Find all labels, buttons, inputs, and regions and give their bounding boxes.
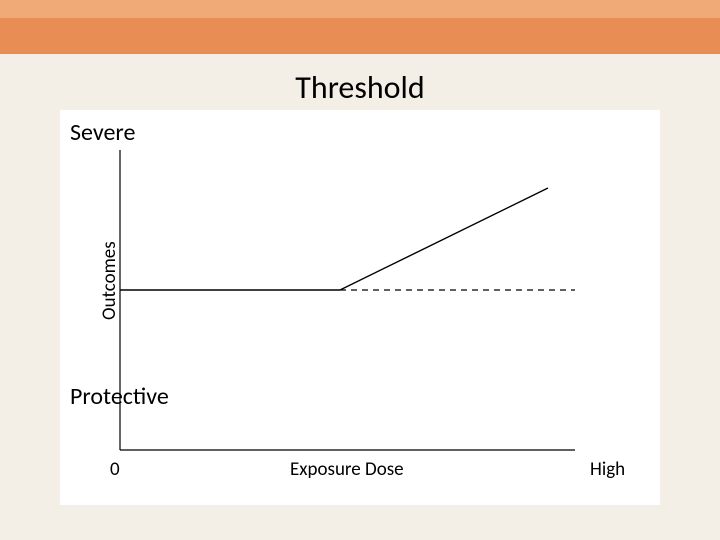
x-axis-label: Exposure Dose <box>290 458 404 481</box>
x-label-high: High <box>590 458 625 481</box>
y-axis-label: Outcomes <box>98 241 121 320</box>
threshold-rising-line <box>340 188 548 290</box>
y-label-protective: Protective <box>70 382 169 411</box>
x-label-zero: 0 <box>110 458 120 481</box>
y-label-severe: Severe <box>70 118 135 147</box>
